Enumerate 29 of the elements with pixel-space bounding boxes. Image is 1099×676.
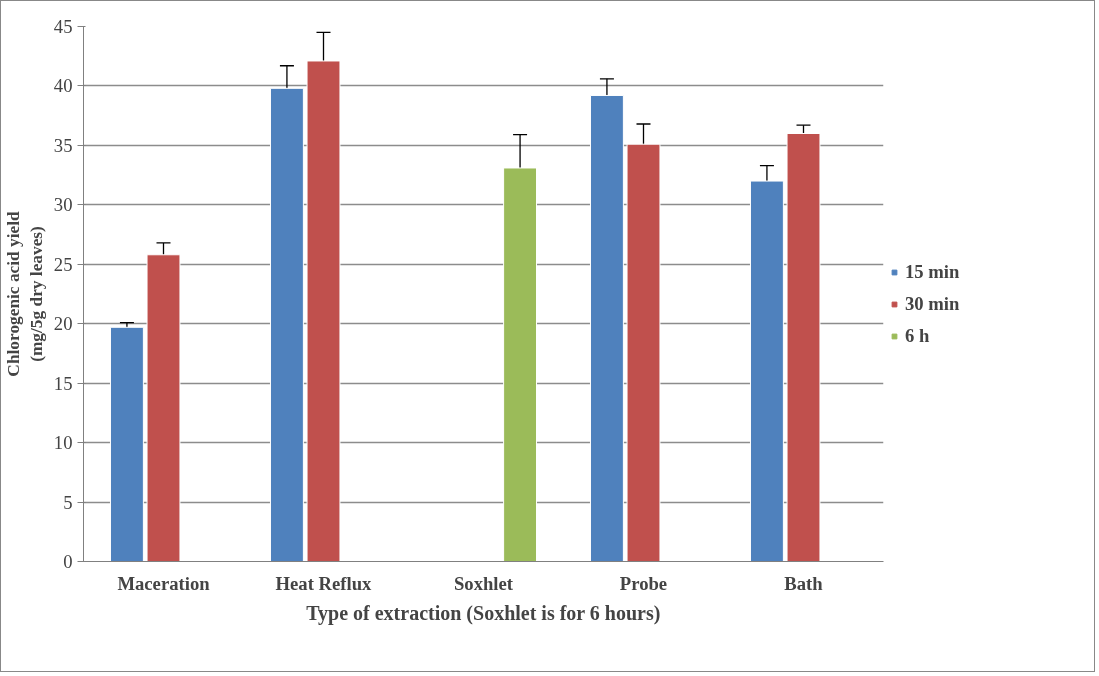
bar xyxy=(306,60,341,562)
y-tick-label: 0 xyxy=(63,551,73,572)
x-tick-label: Probe xyxy=(619,572,668,594)
y-tick-label: 35 xyxy=(53,134,73,156)
legend-label: 6 h xyxy=(905,324,930,347)
x-tick-label: Maceration xyxy=(117,572,211,594)
bar xyxy=(589,94,624,562)
x-tick-label: Heat Reflux xyxy=(275,572,373,594)
bar xyxy=(503,167,538,562)
x-tick-label: Soxhlet xyxy=(453,572,514,594)
legend-label: 30 min xyxy=(905,292,960,315)
bar xyxy=(786,133,821,562)
y-axis-title: Chlorogenic acid yield (mg/5g dry leaves) xyxy=(4,211,46,377)
y-tick-label: 25 xyxy=(53,253,73,275)
bar xyxy=(749,180,784,562)
bar xyxy=(269,87,304,562)
y-tick-label: 5 xyxy=(63,491,73,513)
y-tick-label: 30 xyxy=(53,194,73,216)
x-tick-label: Bath xyxy=(784,572,824,594)
y-tick-label: 10 xyxy=(53,432,73,454)
legend-label: 15 min xyxy=(905,260,960,283)
x-axis-title: Type of extraction (Soxhlet is for 6 hours) xyxy=(306,601,661,625)
y-tick-label: 40 xyxy=(53,75,73,97)
y-tick-label: 45 xyxy=(53,16,73,37)
y-tick-label: 20 xyxy=(53,313,73,335)
bar xyxy=(146,254,181,562)
bar xyxy=(626,143,661,562)
bar xyxy=(109,326,144,562)
y-tick-label: 15 xyxy=(53,372,73,394)
